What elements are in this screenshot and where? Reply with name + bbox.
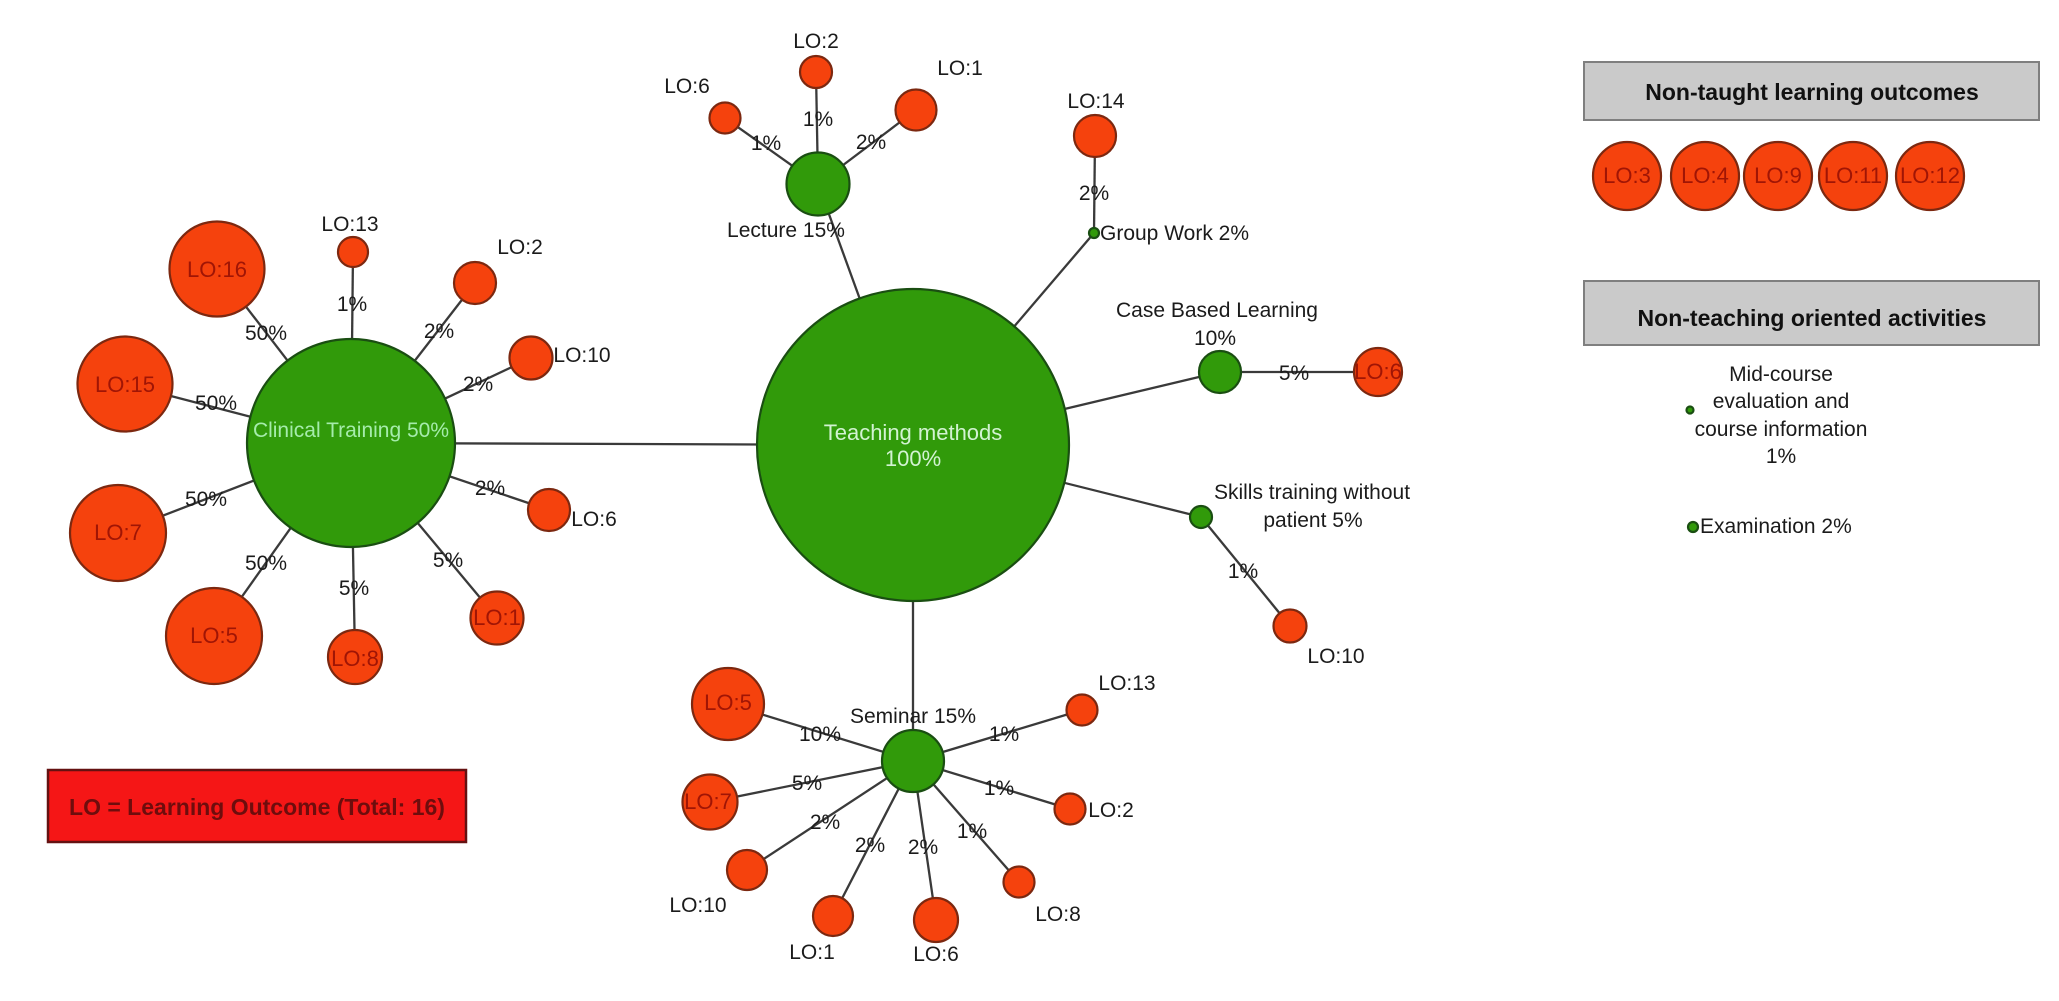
svg-text:1%: 1% <box>803 108 833 131</box>
svg-text:2%: 2% <box>463 373 493 396</box>
svg-text:Non-taught learning outcomes: Non-taught learning outcomes <box>1645 79 1979 105</box>
svg-text:2%: 2% <box>908 836 938 859</box>
svg-text:LO:1: LO:1 <box>473 605 521 630</box>
svg-text:LO:3: LO:3 <box>1603 163 1651 188</box>
svg-text:Lecture 15%: Lecture 15% <box>727 219 845 242</box>
svg-text:50%: 50% <box>245 552 287 575</box>
svg-text:50%: 50% <box>245 322 287 345</box>
svg-text:1%: 1% <box>957 820 987 843</box>
svg-text:Mid-course: Mid-course <box>1729 363 1833 386</box>
svg-text:LO:13: LO:13 <box>321 213 378 236</box>
svg-text:2%: 2% <box>424 320 454 343</box>
svg-text:LO:6: LO:6 <box>664 75 710 98</box>
svg-text:2%: 2% <box>855 834 885 857</box>
svg-text:1%: 1% <box>751 132 781 155</box>
svg-text:5%: 5% <box>792 772 822 795</box>
svg-text:LO:6: LO:6 <box>1354 359 1402 384</box>
svg-text:Examination 2%: Examination 2% <box>1700 515 1852 538</box>
svg-text:LO:13: LO:13 <box>1098 672 1155 695</box>
svg-text:LO:1: LO:1 <box>937 57 983 80</box>
svg-text:1%: 1% <box>989 723 1019 746</box>
svg-text:LO:16: LO:16 <box>187 257 247 282</box>
svg-text:LO:8: LO:8 <box>331 646 379 671</box>
svg-text:1%: 1% <box>984 777 1014 800</box>
svg-text:2%: 2% <box>1079 182 1109 205</box>
svg-text:5%: 5% <box>1279 362 1309 385</box>
svg-text:LO:2: LO:2 <box>1088 799 1134 822</box>
svg-text:patient 5%: patient 5% <box>1263 509 1362 532</box>
svg-text:1%: 1% <box>1228 560 1258 583</box>
svg-text:LO:2: LO:2 <box>793 30 839 53</box>
svg-text:course information: course information <box>1695 418 1868 441</box>
svg-text:LO:7: LO:7 <box>94 520 142 545</box>
svg-text:Skills training without: Skills training without <box>1214 481 1410 504</box>
svg-text:LO:1: LO:1 <box>789 941 835 964</box>
svg-text:LO:5: LO:5 <box>190 623 238 648</box>
svg-text:50%: 50% <box>185 488 227 511</box>
svg-text:2%: 2% <box>810 811 840 834</box>
svg-text:Seminar 15%: Seminar 15% <box>850 705 976 728</box>
svg-text:LO:6: LO:6 <box>913 943 959 966</box>
svg-text:10%: 10% <box>1194 327 1236 350</box>
svg-text:50%: 50% <box>195 392 237 415</box>
svg-text:LO:10: LO:10 <box>1307 645 1364 668</box>
svg-text:Clinical Training 50%: Clinical Training 50% <box>253 419 449 442</box>
svg-text:5%: 5% <box>433 549 463 572</box>
svg-text:10%: 10% <box>799 723 841 746</box>
svg-text:evaluation and: evaluation and <box>1713 390 1850 413</box>
svg-text:LO:7: LO:7 <box>684 789 732 814</box>
svg-text:LO:10: LO:10 <box>669 894 726 917</box>
svg-text:Case Based Learning: Case Based Learning <box>1116 299 1318 322</box>
svg-text:LO = Learning Outcome (Total:: LO = Learning Outcome (Total: 16) <box>69 794 445 820</box>
svg-text:LO:5: LO:5 <box>704 690 752 715</box>
svg-text:100%: 100% <box>885 446 941 471</box>
svg-text:5%: 5% <box>339 577 369 600</box>
svg-text:Group Work 2%: Group Work 2% <box>1100 222 1249 245</box>
svg-text:LO:2: LO:2 <box>497 236 543 259</box>
svg-text:LO:4: LO:4 <box>1681 163 1729 188</box>
svg-text:LO:8: LO:8 <box>1035 903 1081 926</box>
svg-text:1%: 1% <box>1766 445 1796 468</box>
svg-text:LO:9: LO:9 <box>1754 163 1802 188</box>
svg-text:LO:6: LO:6 <box>571 508 617 531</box>
svg-text:2%: 2% <box>856 131 886 154</box>
svg-text:2%: 2% <box>475 477 505 500</box>
svg-text:LO:11: LO:11 <box>1824 163 1882 188</box>
svg-text:1%: 1% <box>337 293 367 316</box>
svg-text:Non-teaching oriented activiti: Non-teaching oriented activities <box>1638 305 1987 331</box>
svg-text:LO:15: LO:15 <box>95 372 155 397</box>
svg-text:LO:14: LO:14 <box>1067 90 1125 113</box>
svg-text:LO:12: LO:12 <box>1900 163 1960 188</box>
svg-text:Teaching methods: Teaching methods <box>824 420 1003 445</box>
svg-text:LO:10: LO:10 <box>553 344 610 367</box>
